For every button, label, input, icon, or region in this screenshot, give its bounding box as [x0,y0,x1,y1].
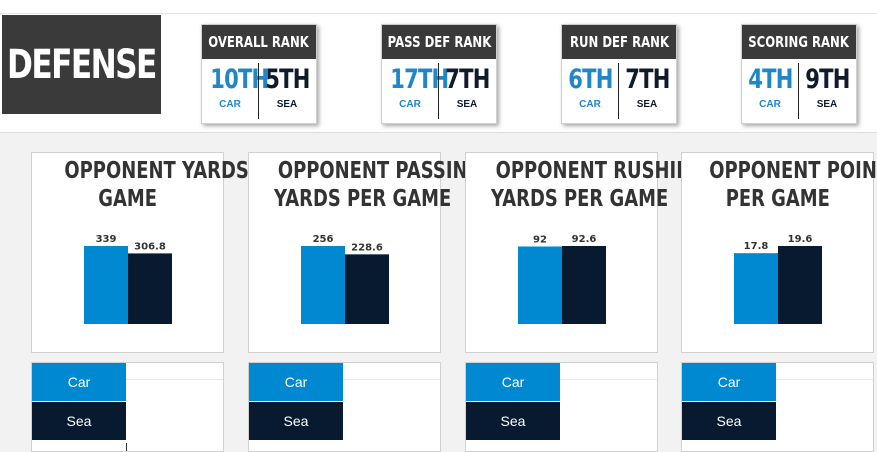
legend-sea[interactable]: Sea [249,402,343,440]
car-rank-value: 17TH [390,64,449,95]
chart-card-passing: OPPONENT PASSING YARDS PER GAME 256 228.6 [248,152,483,353]
car-team-label: CAR [579,99,601,110]
rank-card-overall: OVERALL RANK 10TH CAR 5TH SEA [201,24,317,124]
legend-card: Car Sea [248,362,441,452]
top-divider [0,0,877,14]
legend-car[interactable]: Car [466,363,560,401]
car-team-label: CAR [219,99,241,110]
legend-card: Car Sea [465,362,658,452]
chart-card-points: OPPONENT POINTSPER GAME 17.8 19.6 [681,152,877,353]
legend-card: Car Sea [31,362,224,452]
bar-value-label-sea: 306.8 [134,241,166,252]
car-team-label: CAR [759,99,781,110]
rank-label: RUN DEF RANK [562,25,676,59]
legend-sea[interactable]: Sea [466,402,560,440]
bar-value-label-sea: 92.6 [572,234,597,245]
bar-sea [128,253,172,324]
rank-label: SCORING RANK [742,25,856,59]
bar-sea [345,254,389,324]
sea-team-label: SEA [456,99,478,110]
bar-car [84,246,128,324]
bar-car [518,246,562,324]
sea-team-label: SEA [636,99,658,110]
legend-axis-tick [126,443,127,451]
car-rank-value: 6TH [568,64,613,95]
car-rank-value: 4TH [748,64,793,95]
legend-axis [776,379,873,451]
legend-car[interactable]: Car [249,363,343,401]
bar-chart-rushing: 92 92.6 [518,234,606,324]
car-team-label: CAR [399,99,421,110]
chart-card-yards: OPPONENT YARDS PER GAME 339 306.8 [31,152,294,353]
sea-rank-value: 9TH [805,64,850,95]
chart-title: OPPONENT RUSHING YARDS PER GAME [490,158,706,212]
rank-card-run-def: RUN DEF RANK 6TH CAR 7TH SEA [561,24,677,124]
bar-value-label-sea: 228.6 [351,242,383,253]
chart-card-rushing: OPPONENT RUSHING YARDS PER GAME 92 92.6 [465,152,706,353]
bar-chart-passing: 256 228.6 [301,234,389,324]
rank-card-scoring: SCORING RANK 4TH CAR 9TH SEA [741,24,857,124]
sea-rank-value: 7TH [445,64,490,95]
bar-value-label-car: 17.8 [744,241,769,252]
legend-card: Car Sea [681,362,874,452]
sea-team-label: SEA [816,99,838,110]
bar-value-label-car: 339 [96,234,117,245]
legend-sea[interactable]: Sea [32,402,126,440]
legend-car[interactable]: Car [32,363,126,401]
legend-axis [126,379,223,451]
legend-axis [560,379,657,451]
bar-value-label-car: 92 [533,235,547,246]
sea-team-label: SEA [276,99,298,110]
legend-car[interactable]: Car [682,363,776,401]
bar-sea [562,246,606,324]
chart-title: OPPONENT POINTSPER GAME [709,158,877,212]
bar-car [301,246,345,324]
section-title: DEFENSE [2,15,161,114]
bar-chart-points: 17.8 19.6 [734,234,822,324]
bar-value-label-sea: 19.6 [788,234,813,245]
rank-label: OVERALL RANK [202,25,316,59]
chart-title: OPPONENT PASSING YARDS PER GAME [273,158,483,212]
sea-rank-value: 7TH [625,64,670,95]
bar-car [734,253,778,324]
legend-sea[interactable]: Sea [682,402,776,440]
bar-value-label-car: 256 [313,234,334,245]
rank-card-pass-def: PASS DEF RANK 17TH CAR 7TH SEA [381,24,497,124]
bar-chart-yards: 339 306.8 [84,234,172,324]
car-rank-value: 10TH [210,64,269,95]
bar-sea [778,246,822,324]
legend-axis [343,379,440,451]
sea-rank-value: 5TH [265,64,310,95]
rank-label: PASS DEF RANK [382,25,496,59]
